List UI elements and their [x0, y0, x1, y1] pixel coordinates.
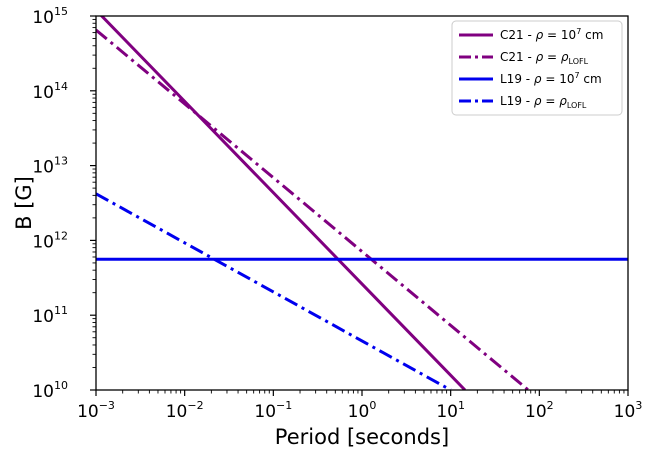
y-tick-label: 1014 — [32, 80, 68, 103]
tick-label-exponent: −2 — [187, 399, 203, 412]
tick-label-exponent: 10 — [54, 379, 68, 392]
x-tick-label: 103 — [614, 399, 643, 422]
legend-prefix: C21 - — [500, 50, 536, 64]
tick-label-base: 10 — [32, 382, 54, 402]
x-tick-label: 100 — [348, 399, 377, 422]
tick-label-base: 10 — [166, 402, 188, 422]
x-tick-label: 102 — [525, 399, 554, 422]
tick-label-exponent: 2 — [547, 399, 554, 412]
tick-label-exponent: 13 — [54, 155, 68, 168]
tick-label-base: 10 — [348, 402, 370, 422]
legend-eq: = — [542, 94, 560, 108]
series-line-0 — [99, 16, 467, 390]
tick-label-exponent: −1 — [276, 399, 292, 412]
y-axis-label: B [G] — [12, 176, 36, 230]
x-axis-label: Period [seconds] — [275, 425, 449, 449]
tick-label-exponent: 14 — [54, 80, 68, 93]
legend-unit: cm — [580, 72, 602, 86]
legend-label-2: L19 - ρ = 107 cm — [500, 71, 602, 86]
tick-label-exponent: 12 — [54, 229, 68, 242]
tick-label-base: 10 — [77, 402, 99, 422]
legend-prefix: L19 - — [500, 94, 534, 108]
tick-label-exponent: 3 — [635, 399, 642, 412]
tick-label-base: 10 — [254, 402, 276, 422]
tick-label-base: 10 — [32, 83, 54, 103]
legend-rho: ρ — [534, 94, 542, 108]
tick-label-exponent: 0 — [369, 399, 376, 412]
legend-unit: cm — [581, 28, 603, 42]
tick-label-base: 10 — [32, 232, 54, 252]
tick-label-exponent: 1 — [458, 399, 465, 412]
legend-box — [451, 20, 623, 116]
legend-label-1: C21 - ρ = ρLOFL — [500, 50, 589, 66]
tick-label-exponent: −3 — [99, 399, 115, 412]
tick-label-base: 10 — [436, 402, 458, 422]
tick-label-base: 10 — [32, 307, 54, 327]
y-tick-label: 1013 — [32, 155, 68, 178]
tick-label-base: 10 — [525, 402, 547, 422]
y-tick-label: 1015 — [32, 5, 68, 28]
legend-sup: 7 — [576, 27, 581, 36]
tick-label-exponent: 11 — [54, 304, 68, 317]
tick-label-base: 10 — [32, 8, 54, 28]
series-line-1 — [96, 28, 530, 390]
legend-eq: = — [543, 50, 561, 64]
series-layer — [96, 16, 628, 390]
legend-unit: ρ — [561, 50, 569, 64]
legend-unit: ρ — [559, 94, 567, 108]
x-axis: 10−3 10−2 10−1 100 101 102 103 — [77, 390, 642, 422]
legend-label-3: L19 - ρ = ρLOFL — [500, 94, 587, 110]
legend-rho: ρ — [536, 28, 544, 42]
legend-rho: ρ — [534, 72, 542, 86]
x-tick-label: 10−3 — [77, 399, 115, 422]
legend-prefix: L19 - — [500, 72, 534, 86]
x-tick-label: 10−2 — [166, 399, 204, 422]
legend-label-0: C21 - ρ = 107 cm — [500, 27, 603, 42]
tick-label-base: 10 — [614, 402, 636, 422]
tick-label-base: 10 — [32, 158, 54, 178]
legend-sup: 7 — [575, 71, 580, 80]
legend-prefix: C21 - — [500, 28, 536, 42]
legend-eq: = 10 — [543, 28, 576, 42]
x-tick-label: 101 — [436, 399, 465, 422]
legend-sub: LOFL — [569, 57, 589, 66]
legend-rho: ρ — [536, 50, 544, 64]
y-tick-label: 1012 — [32, 229, 68, 252]
legend-sub: LOFL — [567, 101, 587, 110]
series-line-3 — [96, 192, 452, 390]
x-tick-label: 10−1 — [254, 399, 292, 422]
y-tick-label: 1010 — [32, 379, 68, 402]
legend-eq: = 10 — [542, 72, 575, 86]
tick-label-exponent: 15 — [54, 5, 68, 18]
y-tick-label: 1011 — [32, 304, 68, 327]
